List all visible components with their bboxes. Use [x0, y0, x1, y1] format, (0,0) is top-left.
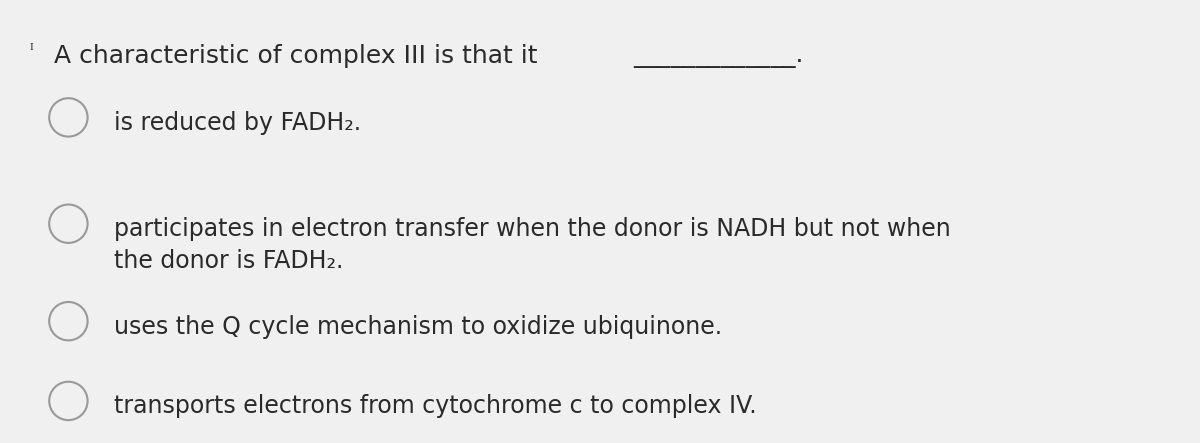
Text: participates in electron transfer when the donor is NADH but not when
the donor : participates in electron transfer when t… — [114, 217, 950, 273]
Text: ᴵ: ᴵ — [30, 44, 34, 58]
Text: transports electrons from cytochrome c to complex IV.: transports electrons from cytochrome c t… — [114, 394, 757, 418]
Text: uses the Q cycle mechanism to oxidize ubiquinone.: uses the Q cycle mechanism to oxidize ub… — [114, 315, 722, 338]
Text: _____________.: _____________. — [634, 44, 804, 68]
Text: A characteristic of complex III is that it: A characteristic of complex III is that … — [54, 44, 538, 68]
Text: is reduced by FADH₂.: is reduced by FADH₂. — [114, 111, 361, 135]
